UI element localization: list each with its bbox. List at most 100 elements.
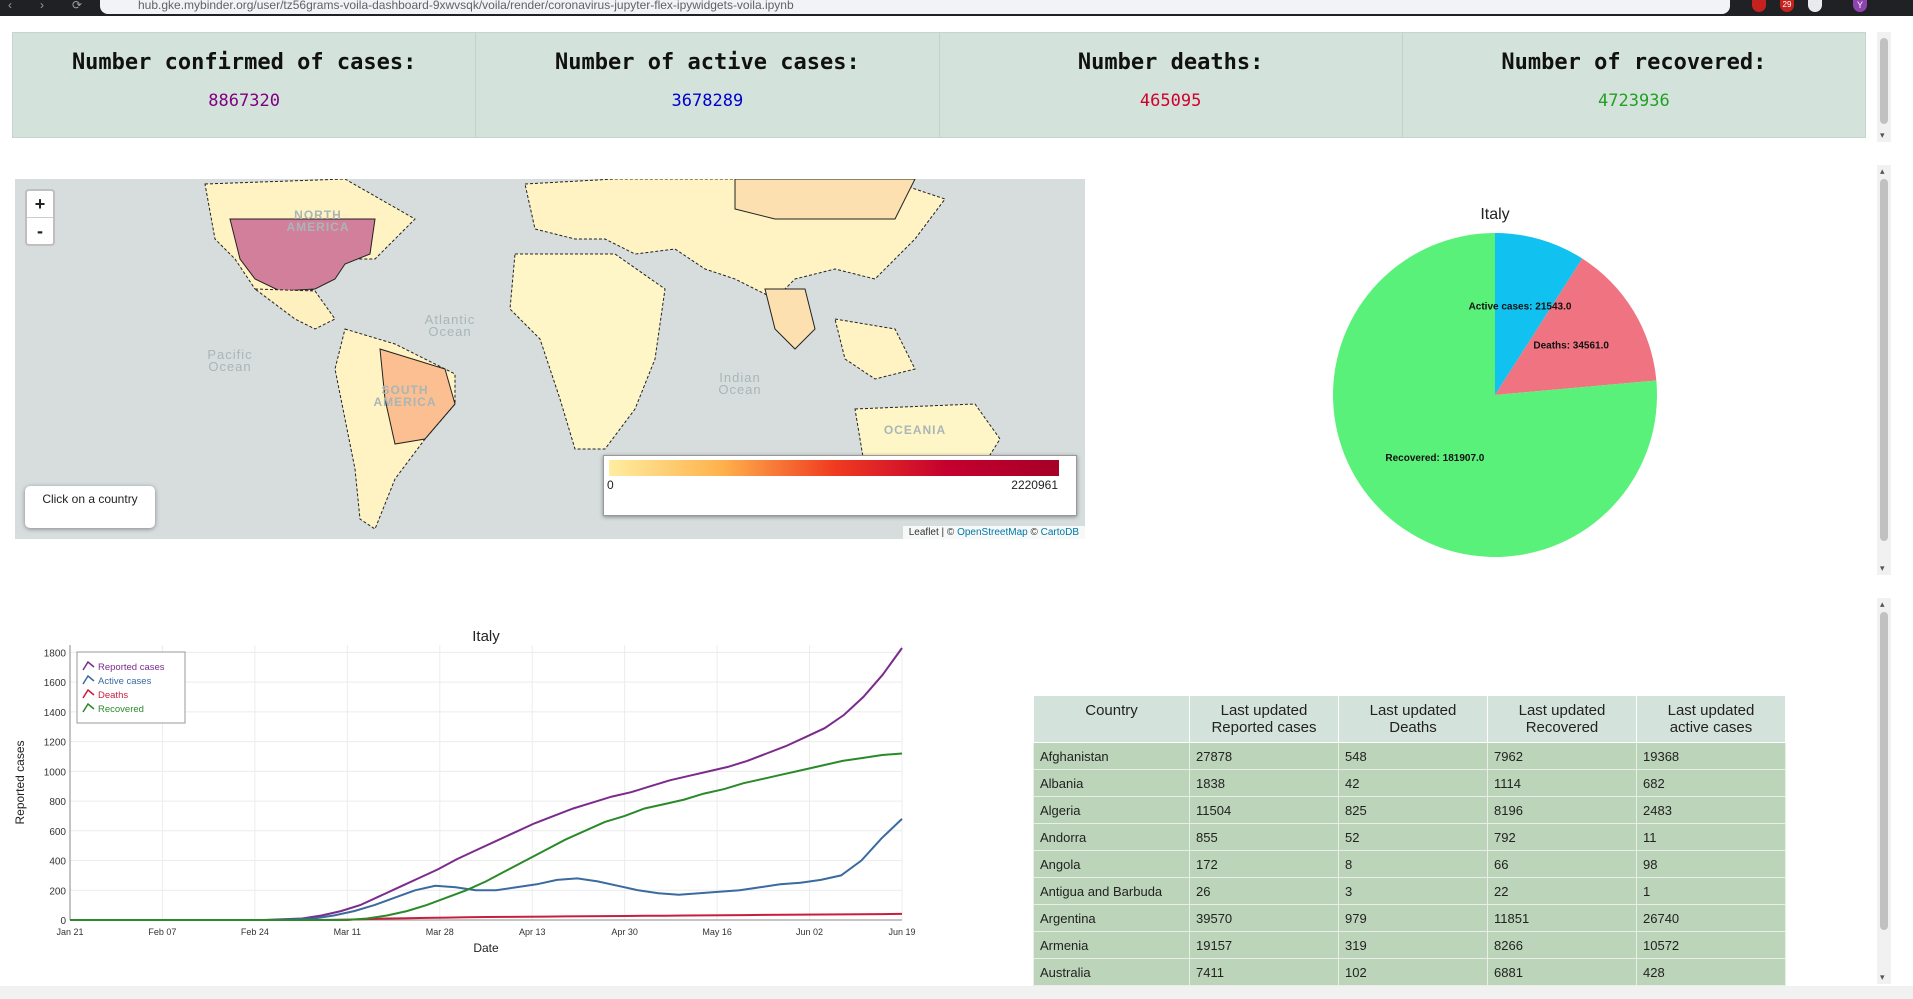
- table-cell-value: 3: [1338, 877, 1488, 905]
- legend-entry[interactable]: Reported cases: [98, 662, 165, 673]
- legend-swatch: [82, 674, 95, 685]
- leaflet-link[interactable]: Leaflet: [908, 527, 939, 538]
- pie-slice[interactable]: [1495, 233, 1583, 395]
- pie-slice-label: Active cases: 21543.0: [1469, 301, 1572, 312]
- forward-icon[interactable]: ›: [40, 0, 44, 12]
- pie-slice[interactable]: [1333, 233, 1657, 557]
- scroll-down-icon[interactable]: ▾: [1880, 563, 1885, 573]
- table-cell-country: Armenia: [1033, 931, 1190, 959]
- extension-icon[interactable]: [1752, 0, 1766, 12]
- scrollbar-thumb[interactable]: [1880, 38, 1888, 124]
- pie-slice-label: Deaths: 34561.0: [1533, 341, 1609, 352]
- zoom-in-button[interactable]: +: [34, 194, 46, 214]
- header-country[interactable]: Country: [1033, 695, 1190, 743]
- header-active[interactable]: Last updated active cases: [1636, 695, 1786, 743]
- legend-entry[interactable]: Active cases: [98, 676, 152, 687]
- table-row: Andorra 855 52 792 11: [1033, 823, 1786, 851]
- scroll-up-icon[interactable]: ▴: [1880, 599, 1885, 609]
- country-usa[interactable]: [229, 218, 376, 292]
- country-russia[interactable]: [734, 179, 916, 220]
- table-cell-value: 22: [1487, 877, 1637, 905]
- table-cell-value: 172: [1189, 850, 1339, 878]
- country-mexico[interactable]: [253, 288, 336, 330]
- zoom-out-button[interactable]: -: [27, 217, 53, 244]
- scroll-down-icon[interactable]: ▾: [1880, 130, 1885, 140]
- bookmark-icon[interactable]: [1808, 0, 1822, 12]
- profile-avatar[interactable]: Y: [1853, 0, 1867, 12]
- table-cell-value: 682: [1636, 769, 1786, 797]
- osm-link[interactable]: OpenStreetMap: [957, 527, 1028, 538]
- stat-value: 4723936: [1598, 91, 1670, 111]
- scrollbar-thumb[interactable]: [1880, 612, 1888, 930]
- series-line: [70, 647, 903, 921]
- y-tick-label: 800: [49, 797, 66, 808]
- table-cell-value: 548: [1338, 742, 1488, 770]
- table-row: Antigua and Barbuda 26 3 22 1: [1033, 877, 1786, 905]
- table-cell-country: Andorra: [1033, 823, 1190, 851]
- x-tick-label: Apr 30: [611, 927, 638, 937]
- table-row: Albania 1838 42 1114 682: [1033, 769, 1786, 797]
- legend-max: 2220961: [1011, 478, 1058, 492]
- pie-slice[interactable]: [1495, 258, 1657, 395]
- table-row: Argentina 39570 979 11851 26740: [1033, 904, 1786, 932]
- map-label-north-america: NORTH AMERICA: [286, 208, 350, 234]
- horizontal-scrollbar[interactable]: [0, 986, 1913, 999]
- back-icon[interactable]: ‹: [8, 0, 12, 12]
- table-cell-value: 1838: [1189, 769, 1339, 797]
- address-bar[interactable]: hub.gke.mybinder.org/user/tz56grams-voil…: [100, 0, 1730, 14]
- table-cell-value: 319: [1338, 931, 1488, 959]
- header-reported[interactable]: Last updated Reported cases: [1189, 695, 1339, 743]
- table-cell-country: Algeria: [1033, 796, 1190, 824]
- scroll-up-icon[interactable]: ▴: [1880, 166, 1885, 176]
- header-deaths[interactable]: Last updated Deaths: [1338, 695, 1488, 743]
- header-recovered[interactable]: Last updated Recovered: [1487, 695, 1637, 743]
- y-tick-label: 1000: [44, 767, 67, 778]
- table-scrollbar[interactable]: ▴ ▾: [1877, 598, 1891, 984]
- stat-label: Number of active cases:: [555, 50, 860, 75]
- reload-icon[interactable]: ⟳: [72, 0, 83, 12]
- country-india[interactable]: [764, 288, 816, 350]
- stats-scrollbar[interactable]: ▾: [1877, 32, 1891, 142]
- table-cell-value: 8196: [1487, 796, 1637, 824]
- table-row: Afghanistan 27878 548 7962 19368: [1033, 742, 1786, 770]
- table-cell-value: 10572: [1636, 931, 1786, 959]
- table-cell-country: Antigua and Barbuda: [1033, 877, 1190, 905]
- x-tick-label: Apr 13: [519, 927, 546, 937]
- y-tick-label: 600: [49, 827, 66, 838]
- scrollbar-thumb[interactable]: [1880, 179, 1888, 541]
- legend-color-bar: [609, 460, 1059, 476]
- map-section-scrollbar[interactable]: ▴ ▾: [1877, 165, 1891, 575]
- table-cell-value: 825: [1338, 796, 1488, 824]
- country-brazil[interactable]: [379, 348, 456, 445]
- country-southeast-asia[interactable]: [834, 318, 916, 380]
- legend-entry[interactable]: Deaths: [98, 690, 128, 701]
- map-label-atlantic: Atlantic Ocean: [424, 312, 476, 339]
- y-tick-label: 1400: [44, 708, 67, 719]
- map-attribution: Leaflet | © OpenStreetMap © CartoDB: [902, 526, 1085, 539]
- table-header-row: Country Last updated Reported cases Last…: [1033, 695, 1786, 743]
- map-label-south-america: SOUTH AMERICA: [373, 383, 437, 409]
- table-cell-value: 52: [1338, 823, 1488, 851]
- notification-badge[interactable]: 29: [1780, 0, 1794, 12]
- stat-deaths: Number deaths: 465095: [940, 33, 1403, 137]
- world-map[interactable]: NORTH AMERICA SOUTH AMERICA Atlantic Oce…: [15, 179, 1085, 539]
- legend-swatch: [82, 702, 95, 713]
- table-cell-country: Angola: [1033, 850, 1190, 878]
- table-cell-value: 26: [1189, 877, 1339, 905]
- scroll-down-icon[interactable]: ▾: [1880, 972, 1885, 982]
- line-chart: Italy 0 200 400 600 800 1000 1200 1400 1600 1800 Ja…: [13, 628, 916, 955]
- table-cell-value: 102: [1338, 958, 1488, 986]
- legend-swatch: [82, 688, 95, 699]
- table-row: Algeria 11504 825 8196 2483: [1033, 796, 1786, 824]
- table-cell-value: 19368: [1636, 742, 1786, 770]
- table-cell-value: 855: [1189, 823, 1339, 851]
- country-africa[interactable]: [509, 253, 666, 450]
- table-cell-value: 428: [1636, 958, 1786, 986]
- info-box: Click on a country: [25, 486, 155, 528]
- y-tick-label: 400: [49, 857, 66, 868]
- cartodb-link[interactable]: CartoDB: [1040, 527, 1079, 538]
- legend-entry[interactable]: Recovered: [98, 704, 144, 715]
- table-cell-value: 1: [1636, 877, 1786, 905]
- table-cell-value: 6881: [1487, 958, 1637, 986]
- legend-swatch: [82, 660, 95, 671]
